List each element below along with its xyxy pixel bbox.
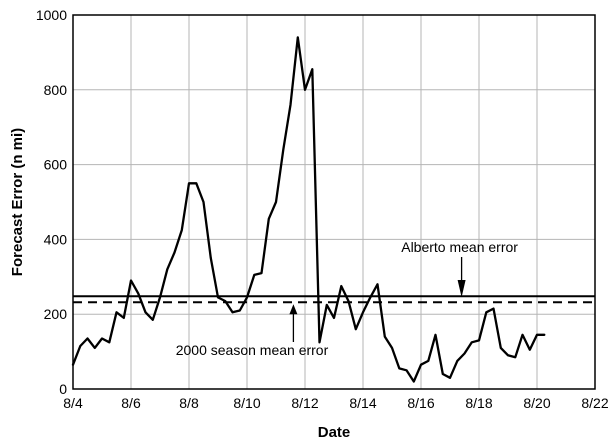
x-tick-label: 8/4 <box>63 395 83 411</box>
tick-labels: 8/4 8/6 8/8 8/10 8/12 8/14 8/16 8/18 8/20 8/22 0 20… <box>36 7 609 411</box>
x-tick-label: 8/12 <box>291 395 318 411</box>
x-tick-label: 8/8 <box>179 395 199 411</box>
y-tick-label: 200 <box>44 306 68 322</box>
x-tick-label: 8/20 <box>523 395 550 411</box>
x-tick-label: 8/22 <box>581 395 608 411</box>
y-axis-title: Forecast Error (n mi) <box>9 128 26 276</box>
x-tick-label: 8/10 <box>233 395 260 411</box>
y-tick-label: 0 <box>59 381 67 397</box>
grid-lines <box>73 15 595 389</box>
alberto-mean-label: Alberto mean error <box>401 239 518 255</box>
alberto-arrow-head <box>457 280 466 298</box>
annotations: Alberto mean error 2000 season mean error <box>176 239 519 358</box>
reference-lines <box>73 295 595 304</box>
x-axis-title: Date <box>318 424 351 441</box>
x-tick-label: 8/14 <box>349 395 376 411</box>
x-tick-label: 8/6 <box>121 395 141 411</box>
series-layer <box>71 36 546 383</box>
x-tick-label: 8/18 <box>465 395 492 411</box>
y-tick-label: 800 <box>44 82 68 98</box>
plot-frame <box>72 14 596 390</box>
y-tick-label: 600 <box>44 157 68 173</box>
season-arrow-head <box>289 304 298 315</box>
y-tick-label: 400 <box>44 231 68 247</box>
series-line-forecast-error <box>71 36 546 383</box>
season-mean-label: 2000 season mean error <box>176 342 329 358</box>
y-tick-label: 1000 <box>36 7 67 23</box>
x-tick-label: 8/16 <box>407 395 434 411</box>
